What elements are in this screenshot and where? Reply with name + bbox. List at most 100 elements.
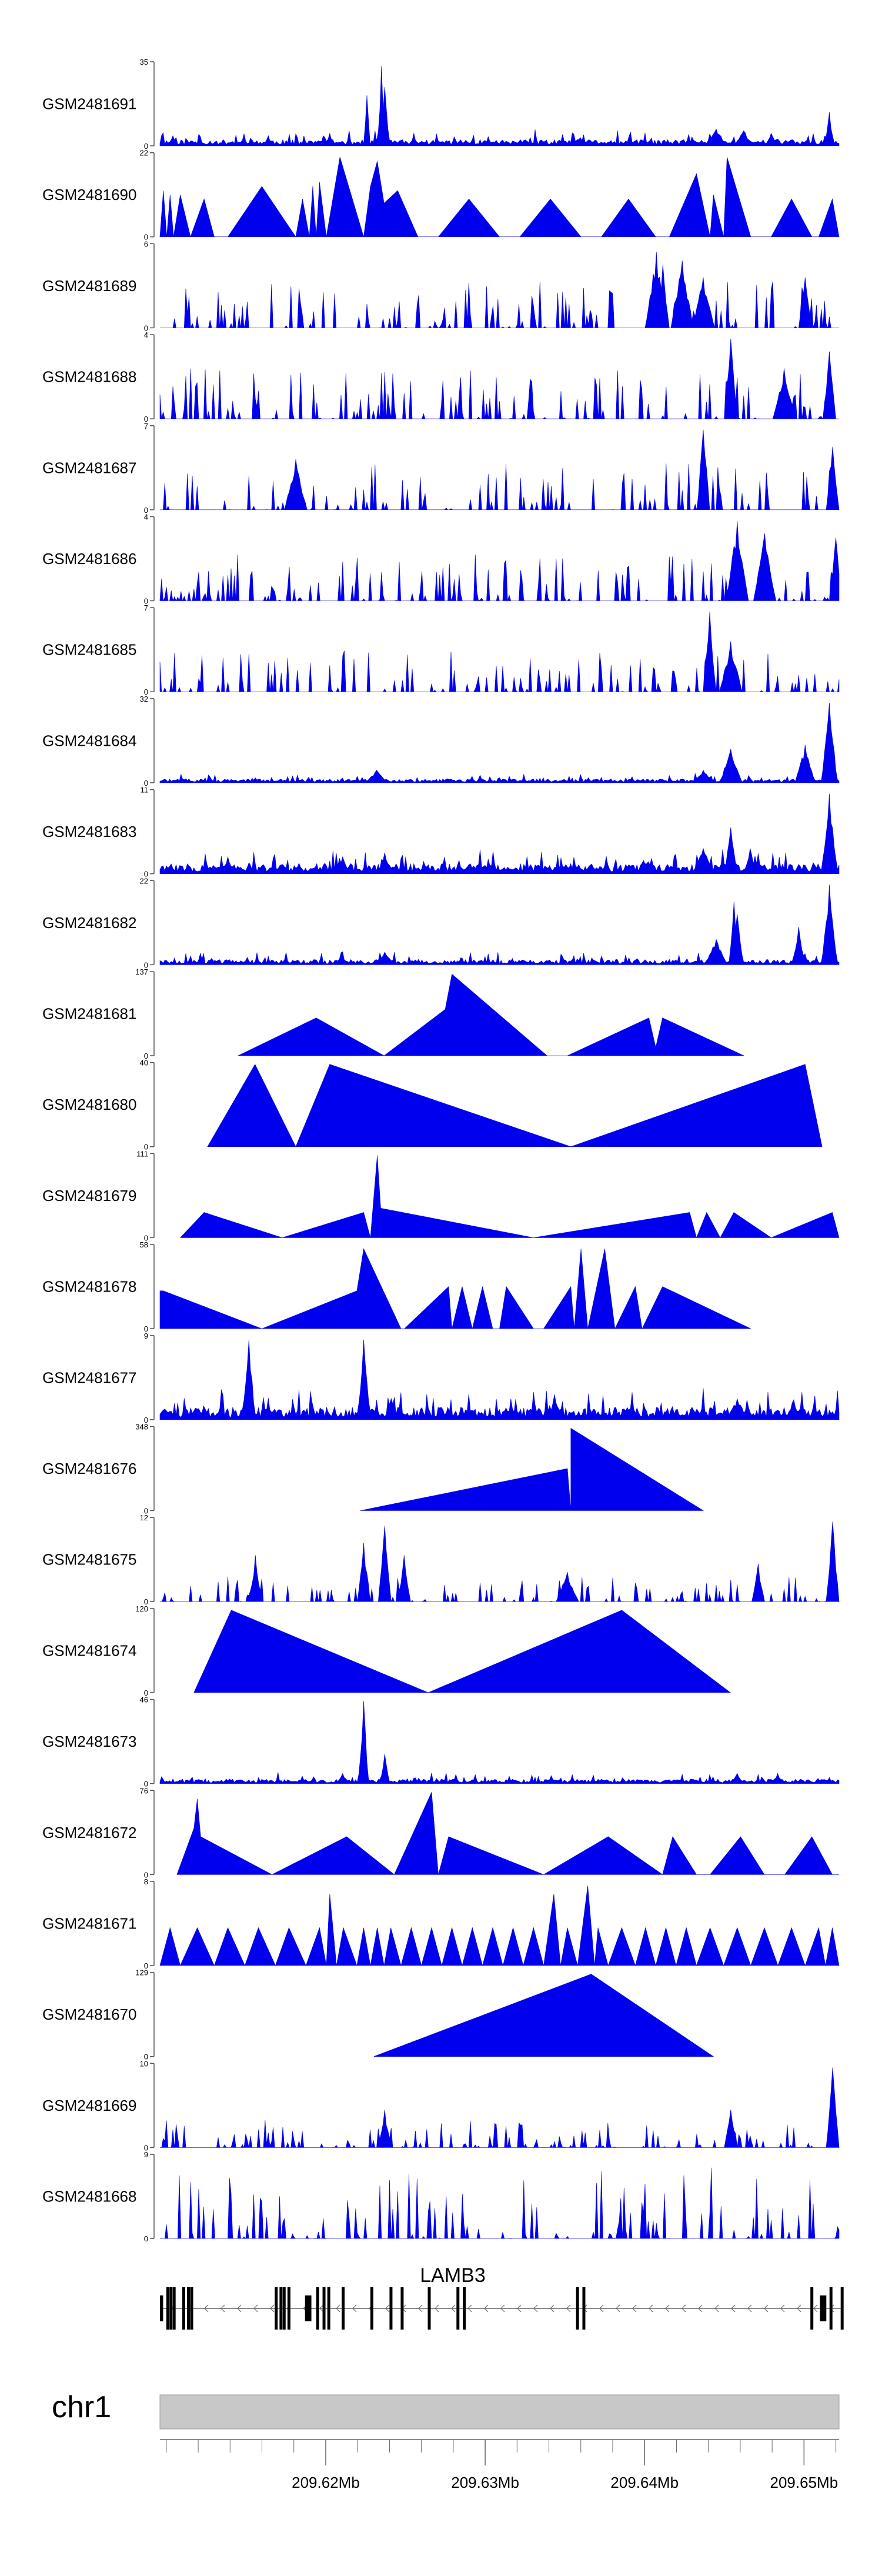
signal-area bbox=[159, 1701, 840, 1784]
gene-exon bbox=[316, 2287, 319, 2330]
chromosome-band bbox=[159, 2394, 840, 2430]
strand-arrow bbox=[467, 2304, 472, 2313]
gene-exon bbox=[463, 2287, 466, 2330]
track-label: GSM2481678 bbox=[42, 1278, 136, 1296]
signal-area bbox=[159, 702, 840, 783]
strand-arrow bbox=[237, 2304, 242, 2313]
y-tick-label-zero: 0 bbox=[144, 1507, 148, 1516]
track-GSM2481671: GSM2481671 8 0 bbox=[42, 1877, 840, 1970]
y-tick-label-max: 12 bbox=[140, 1513, 148, 1522]
y-tick-label-max: 40 bbox=[140, 1059, 148, 1067]
y-tick-label-zero: 0 bbox=[144, 142, 148, 151]
strand-arrow bbox=[204, 2304, 209, 2313]
y-tick-label-zero: 0 bbox=[144, 1052, 148, 1060]
track-label: GSM2481670 bbox=[42, 2006, 136, 2023]
strand-arrow bbox=[599, 2304, 604, 2313]
y-tick-label-zero: 0 bbox=[144, 779, 148, 788]
track-label: GSM2481672 bbox=[42, 1824, 136, 1841]
position-tick-label: 209.63Mb bbox=[451, 2474, 519, 2491]
track-GSM2481675: GSM2481675 12 0 bbox=[42, 1513, 840, 1606]
y-tick-label-zero: 0 bbox=[144, 597, 148, 606]
y-tick-label-max: 7 bbox=[144, 422, 148, 431]
strand-arrow bbox=[352, 2304, 357, 2313]
gene-exon bbox=[810, 2287, 814, 2330]
y-tick-label-max: 22 bbox=[140, 876, 148, 885]
y-tick-label-max: 9 bbox=[144, 2150, 148, 2159]
y-tick-label-max: 111 bbox=[136, 1149, 148, 1158]
signal-area bbox=[373, 1974, 714, 2057]
track-label: GSM2481690 bbox=[42, 186, 136, 203]
track-label: GSM2481671 bbox=[42, 1915, 136, 1933]
track-GSM2481680: GSM2481680 40 0 bbox=[42, 1059, 823, 1152]
signal-area bbox=[160, 1521, 840, 1603]
y-tick-label-max: 4 bbox=[144, 331, 148, 339]
y-tick-label-max: 7 bbox=[144, 603, 148, 612]
signal-area bbox=[159, 612, 840, 693]
strand-arrow bbox=[566, 2304, 571, 2313]
gene-exon bbox=[829, 2287, 833, 2330]
track-label: GSM2481675 bbox=[42, 1551, 136, 1569]
gene-exon bbox=[456, 2287, 460, 2330]
y-tick-label-zero: 0 bbox=[144, 2234, 148, 2243]
gene-exon bbox=[305, 2295, 312, 2321]
track-label: GSM2481691 bbox=[42, 95, 136, 113]
strand-arrow bbox=[451, 2304, 456, 2313]
gene-exon bbox=[169, 2287, 173, 2330]
track-label: GSM2481668 bbox=[42, 2188, 136, 2205]
strand-arrow bbox=[649, 2304, 653, 2313]
y-tick-label-zero: 0 bbox=[144, 323, 148, 332]
signal-area bbox=[159, 793, 840, 874]
y-tick-label-zero: 0 bbox=[144, 1416, 148, 1424]
strand-arrow bbox=[270, 2304, 275, 2313]
track-GSM2481690: GSM2481690 22 0 bbox=[42, 149, 840, 242]
gene-exon bbox=[576, 2287, 579, 2330]
y-tick-label-zero: 0 bbox=[144, 415, 148, 423]
signal-area bbox=[160, 2167, 840, 2239]
y-tick-label-max: 4 bbox=[144, 513, 148, 522]
track-GSM2481669: GSM2481669 10 0 bbox=[42, 2059, 840, 2152]
strand-arrow bbox=[698, 2304, 703, 2313]
track-GSM2481684: GSM2481684 32 0 bbox=[42, 695, 840, 788]
gene-exon bbox=[166, 2287, 169, 2330]
strand-arrow bbox=[632, 2304, 637, 2313]
y-tick-label-max: 32 bbox=[140, 695, 148, 703]
track-GSM2481678: GSM2481678 58 0 bbox=[42, 1240, 751, 1333]
track-GSM2481672: GSM2481672 76 0 bbox=[42, 1786, 839, 1879]
strand-arrow bbox=[435, 2304, 439, 2313]
strand-arrow bbox=[533, 2304, 538, 2313]
y-tick-label-zero: 0 bbox=[144, 1961, 148, 1970]
gene-exon bbox=[190, 2287, 193, 2330]
track-GSM2481673: GSM2481673 46 0 bbox=[42, 1696, 840, 1788]
track-GSM2481677: GSM2481677 9 0 bbox=[42, 1332, 840, 1424]
gene-exon bbox=[275, 2287, 278, 2330]
gene-exon bbox=[187, 2287, 191, 2330]
position-tick-label: 209.62Mb bbox=[292, 2474, 360, 2491]
track-label: GSM2481686 bbox=[42, 550, 136, 568]
signal-area bbox=[207, 1063, 823, 1147]
signal-area bbox=[160, 2067, 840, 2148]
track-label: GSM2481684 bbox=[42, 732, 136, 749]
gene-exon bbox=[342, 2287, 345, 2330]
track-GSM2481691: GSM2481691 35 0 bbox=[42, 58, 840, 151]
gene-exon bbox=[370, 2287, 373, 2330]
gene-exon bbox=[279, 2287, 283, 2330]
strand-arrow bbox=[484, 2304, 489, 2313]
gene-exon bbox=[840, 2287, 844, 2330]
track-GSM2481688: GSM2481688 4 0 bbox=[42, 331, 839, 423]
signal-area bbox=[360, 1427, 704, 1511]
y-tick-label-max: 46 bbox=[140, 1696, 148, 1704]
gene-exon bbox=[389, 2287, 393, 2330]
signal-area bbox=[159, 339, 839, 419]
y-tick-label-max: 129 bbox=[135, 1968, 148, 1977]
gene-exon bbox=[287, 2287, 290, 2330]
y-tick-label-zero: 0 bbox=[144, 1143, 148, 1152]
strand-arrow bbox=[220, 2304, 225, 2313]
position-tick-label: 209.64Mb bbox=[610, 2474, 679, 2491]
y-tick-label-max: 76 bbox=[140, 1786, 148, 1795]
track-GSM2481689: GSM2481689 6 0 bbox=[42, 239, 839, 332]
position-tick-label: 209.65Mb bbox=[770, 2474, 838, 2491]
y-tick-label-max: 11 bbox=[141, 786, 149, 795]
signal-area bbox=[159, 885, 840, 965]
signal-area bbox=[176, 1791, 839, 1875]
strand-arrow bbox=[517, 2304, 522, 2313]
